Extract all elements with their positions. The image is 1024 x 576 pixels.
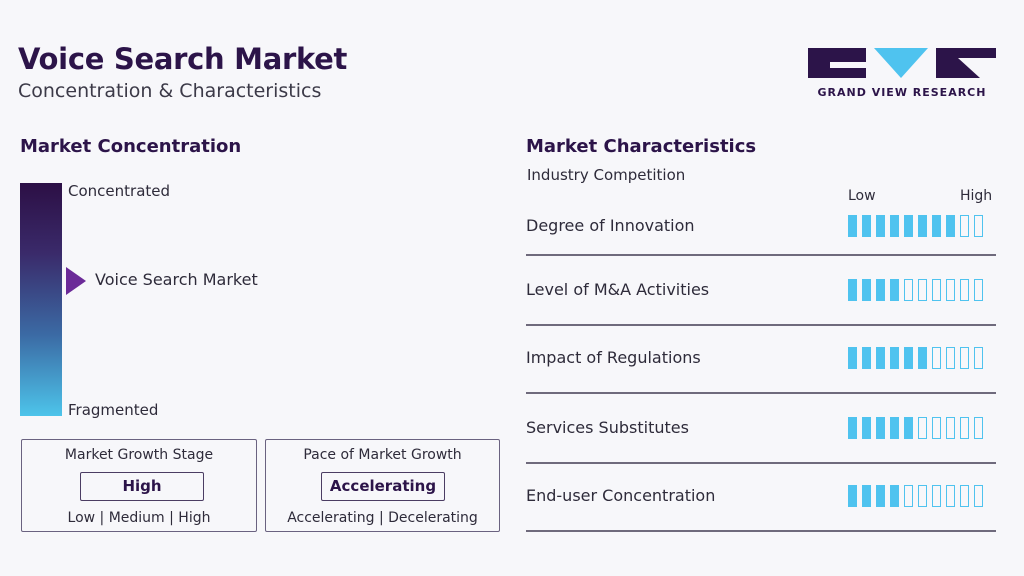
scale-high-label: High [960,188,993,204]
rating-segment-filled [848,215,857,237]
rating-segment-empty [974,215,983,237]
fragmented-label: Fragmented [68,401,159,419]
gvr-logo-mark-icon [808,48,996,78]
rating-scale [848,279,983,301]
pace-options: Accelerating | Decelerating [287,510,478,526]
rating-segment-filled [904,347,913,369]
rating-segment-filled [848,279,857,301]
rating-segment-empty [960,215,969,237]
rating-segment-filled [946,215,955,237]
rating-segment-empty [946,485,955,507]
rating-segment-empty [904,485,913,507]
rating-scale [848,347,983,369]
rating-segment-filled [904,417,913,439]
rating-segment-empty [946,279,955,301]
rating-segment-filled [876,215,885,237]
rating-segment-filled [918,215,927,237]
market-concentration-title: Market Concentration [20,136,242,157]
page-subtitle: Concentration & Characteristics [18,80,322,102]
rating-segment-filled [848,485,857,507]
rating-segment-empty [960,417,969,439]
rating-segment-empty [918,417,927,439]
characteristic-row: Degree of Innovation [526,192,996,260]
rating-segment-filled [876,417,885,439]
rating-segment-empty [918,485,927,507]
industry-competition-label: Industry Competition [527,166,686,184]
characteristic-row: Services Substitutes [526,394,996,464]
row-divider [526,324,996,326]
rating-segment-filled [890,485,899,507]
rating-segment-filled [904,215,913,237]
rating-segment-filled [890,279,899,301]
rating-segment-empty [918,279,927,301]
rating-segment-filled [862,417,871,439]
rating-segment-empty [932,485,941,507]
market-position-marker-icon [66,266,86,295]
rating-scale [848,215,983,237]
rating-segment-filled [862,485,871,507]
characteristic-label: Degree of Innovation [526,216,695,235]
rating-segment-filled [862,347,871,369]
logo-text: GRAND VIEW RESEARCH [817,86,987,99]
characteristic-row: End-user Concentration [526,462,996,532]
characteristic-label: End-user Concentration [526,486,716,505]
rating-segment-filled [890,215,899,237]
row-divider [526,530,996,532]
characteristic-label: Impact of Regulations [526,348,701,367]
rating-segment-filled [890,347,899,369]
rating-segment-filled [918,347,927,369]
rating-segment-filled [876,347,885,369]
rating-segment-filled [848,417,857,439]
row-divider [526,462,996,464]
rating-segment-empty [974,417,983,439]
rating-segment-empty [946,417,955,439]
rating-segment-empty [960,485,969,507]
row-divider [526,392,996,394]
row-divider [526,254,996,256]
rating-segment-empty [932,347,941,369]
concentrated-label: Concentrated [68,182,171,200]
growth-stage-value: High [80,472,204,501]
rating-segment-filled [862,215,871,237]
characteristic-label: Services Substitutes [526,418,689,437]
scale-low-label: Low [848,188,876,204]
pace-of-growth-box: Pace of Market Growth Accelerating Accel… [265,439,500,532]
rating-scale [848,417,983,439]
characteristic-row: Impact of Regulations [526,326,996,394]
rating-segment-empty [946,347,955,369]
rating-segment-empty [904,279,913,301]
pace-value: Accelerating [321,472,445,501]
growth-stage-options: Low | Medium | High [67,510,211,526]
rating-segment-empty [932,279,941,301]
characteristic-row: Level of M&A Activities [526,258,996,326]
rating-segment-empty [974,347,983,369]
pace-title: Pace of Market Growth [303,447,462,463]
characteristic-label: Level of M&A Activities [526,280,710,299]
rating-segment-empty [960,279,969,301]
grand-view-research-logo: GRAND VIEW RESEARCH [808,44,996,100]
rating-segment-empty [932,417,941,439]
market-growth-stage-box: Market Growth Stage High Low | Medium | … [21,439,257,532]
rating-segment-empty [974,485,983,507]
rating-segment-filled [890,417,899,439]
rating-segment-filled [932,215,941,237]
rating-scale [848,485,983,507]
growth-stage-title: Market Growth Stage [64,447,214,463]
rating-segment-empty [974,279,983,301]
rating-segment-empty [960,347,969,369]
rating-segment-filled [876,485,885,507]
rating-segment-filled [848,347,857,369]
rating-segment-filled [876,279,885,301]
market-position-label: Voice Search Market [95,269,258,289]
concentration-gradient-bar [20,183,62,416]
page-title: Voice Search Market [18,42,348,76]
market-characteristics-title: Market Characteristics [526,136,757,157]
rating-segment-filled [862,279,871,301]
